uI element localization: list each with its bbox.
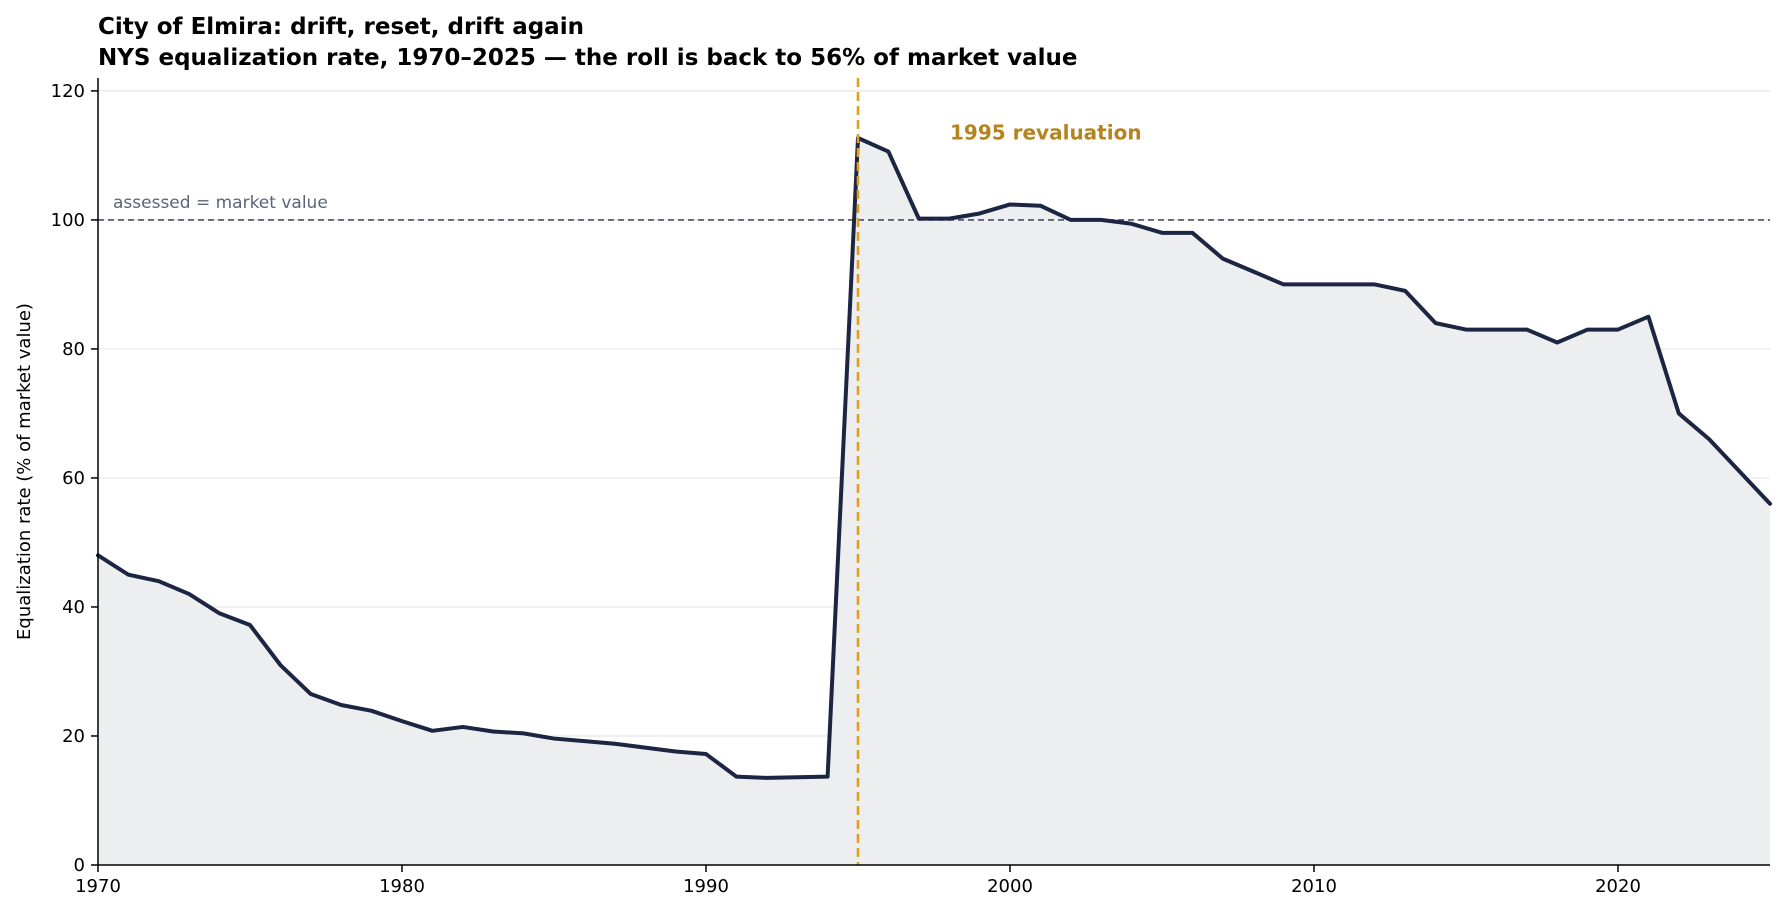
y-tick-label-100: 100: [51, 210, 85, 231]
data-point-1999: [978, 211, 982, 215]
x-tick-label-1970: 1970: [75, 876, 121, 897]
data-point-1971: [126, 573, 130, 577]
reference-line-label: assessed = market value: [113, 193, 328, 213]
data-point-1993: [795, 775, 799, 779]
data-point-2006: [1190, 231, 1194, 235]
data-point-2008: [1251, 270, 1255, 274]
data-point-1973: [187, 592, 191, 596]
data-point-2012: [1373, 282, 1377, 286]
data-point-2023: [1707, 437, 1711, 441]
x-tick-label-1990: 1990: [683, 876, 729, 897]
data-point-1997: [917, 217, 921, 221]
data-point-2018: [1555, 340, 1559, 344]
data-point-2024: [1738, 470, 1742, 474]
data-point-1976: [278, 663, 282, 667]
data-point-2025: [1768, 502, 1772, 506]
data-point-2014: [1434, 321, 1438, 325]
data-point-2015: [1464, 328, 1468, 332]
data-point-1986: [582, 739, 586, 743]
y-tick-label-120: 120: [51, 81, 85, 102]
series-area-fill: [98, 137, 1770, 866]
chart-subtitle: NYS equalization rate, 1970–2025 — the r…: [98, 45, 1078, 71]
chart-title: City of Elmira: drift, reset, drift agai…: [98, 14, 584, 40]
x-tick-label-2020: 2020: [1595, 876, 1641, 897]
data-point-1988: [643, 746, 647, 750]
data-point-2021: [1646, 315, 1650, 319]
data-point-2019: [1586, 328, 1590, 332]
data-point-2001: [1038, 204, 1042, 208]
data-point-1987: [613, 742, 617, 746]
y-tick-label-20: 20: [62, 726, 85, 747]
x-tick-label-1980: 1980: [379, 876, 425, 897]
y-tick-label-60: 60: [62, 468, 85, 489]
data-point-2020: [1616, 328, 1620, 332]
data-point-1983: [491, 729, 495, 733]
data-point-2004: [1130, 222, 1134, 226]
data-point-1980: [400, 719, 404, 723]
data-point-2016: [1494, 328, 1498, 332]
data-point-1974: [218, 611, 222, 615]
chart-title-block: City of Elmira: drift, reset, drift agai…: [98, 12, 1077, 74]
data-point-1998: [947, 217, 951, 221]
data-point-2007: [1221, 257, 1225, 261]
data-point-1985: [552, 737, 556, 741]
data-point-2022: [1677, 411, 1681, 415]
y-tick-label-80: 80: [62, 339, 85, 360]
data-point-1978: [339, 703, 343, 707]
data-point-1975: [248, 623, 252, 627]
y-tick-label-0: 0: [74, 855, 85, 876]
data-point-1989: [674, 749, 678, 753]
revaluation-annotation-label: 1995 revaluation: [950, 120, 1142, 144]
data-point-1990: [704, 752, 708, 756]
data-point-1994: [826, 775, 830, 779]
data-point-2011: [1342, 282, 1346, 286]
data-point-1992: [765, 776, 769, 780]
data-point-1991: [734, 775, 738, 779]
data-point-2002: [1069, 218, 1073, 222]
data-point-2017: [1525, 328, 1529, 332]
data-point-1982: [461, 725, 465, 729]
data-point-2003: [1099, 218, 1103, 222]
data-point-2013: [1403, 289, 1407, 293]
data-point-1979: [370, 709, 374, 713]
x-tick-label-2010: 2010: [1291, 876, 1337, 897]
data-point-2000: [1008, 202, 1012, 206]
y-tick-label-40: 40: [62, 597, 85, 618]
data-point-2005: [1160, 231, 1164, 235]
data-point-1984: [522, 731, 526, 735]
data-point-1977: [309, 692, 313, 696]
x-tick-label-2000: 2000: [987, 876, 1033, 897]
data-point-1981: [430, 729, 434, 733]
data-point-2010: [1312, 282, 1316, 286]
data-point-1996: [886, 150, 890, 154]
data-point-1972: [157, 579, 161, 583]
series-line: [96, 135, 1772, 780]
y-axis-label: Equalization rate (% of market value): [14, 303, 35, 640]
data-point-2009: [1282, 282, 1286, 286]
